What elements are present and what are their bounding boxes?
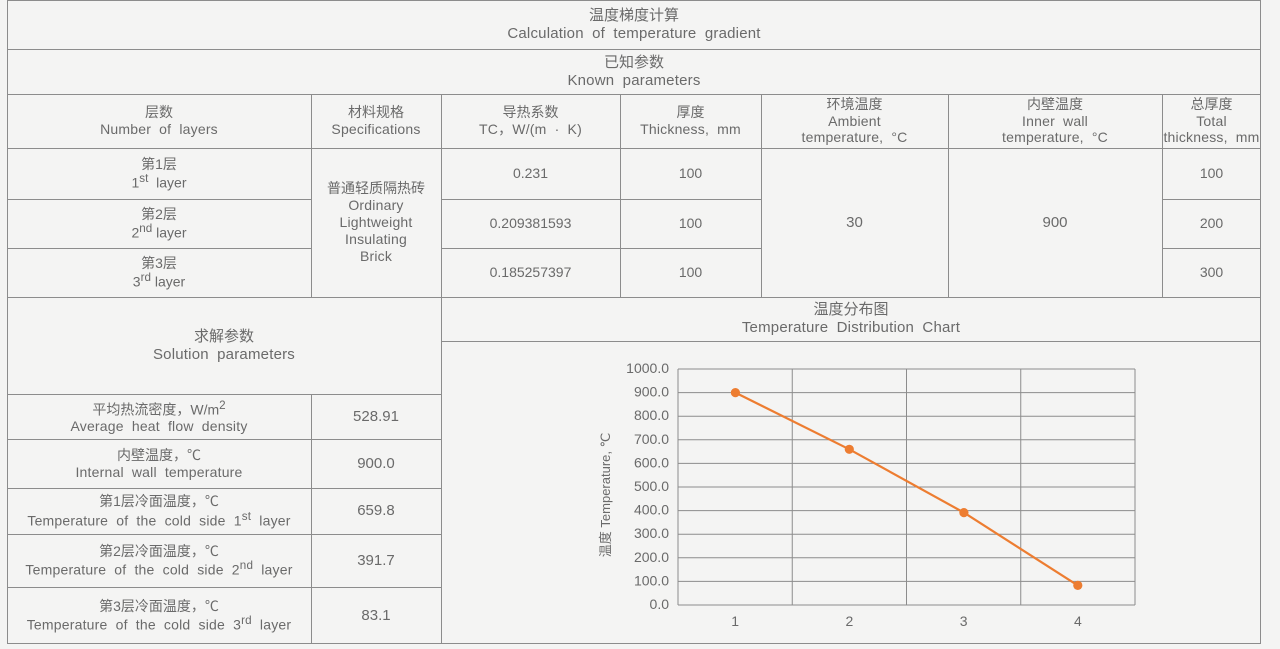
svg-text:3: 3 — [960, 613, 968, 629]
svg-text:2: 2 — [846, 613, 854, 629]
svg-text:800.0: 800.0 — [634, 407, 669, 423]
svg-text:1000.0: 1000.0 — [626, 360, 669, 376]
svg-text:600.0: 600.0 — [634, 454, 669, 470]
svg-text:200.0: 200.0 — [634, 549, 669, 565]
svg-text:400.0: 400.0 — [634, 502, 669, 518]
svg-text:500.0: 500.0 — [634, 478, 669, 494]
svg-text:4: 4 — [1074, 613, 1082, 629]
svg-text:0.0: 0.0 — [650, 596, 670, 612]
svg-text:700.0: 700.0 — [634, 431, 669, 447]
svg-text:300.0: 300.0 — [634, 525, 669, 541]
svg-text:900.0: 900.0 — [634, 384, 669, 400]
svg-text:100.0: 100.0 — [634, 572, 669, 588]
svg-text:温度 Temperature, ℃: 温度 Temperature, ℃ — [598, 433, 613, 557]
svg-text:1: 1 — [731, 613, 739, 629]
